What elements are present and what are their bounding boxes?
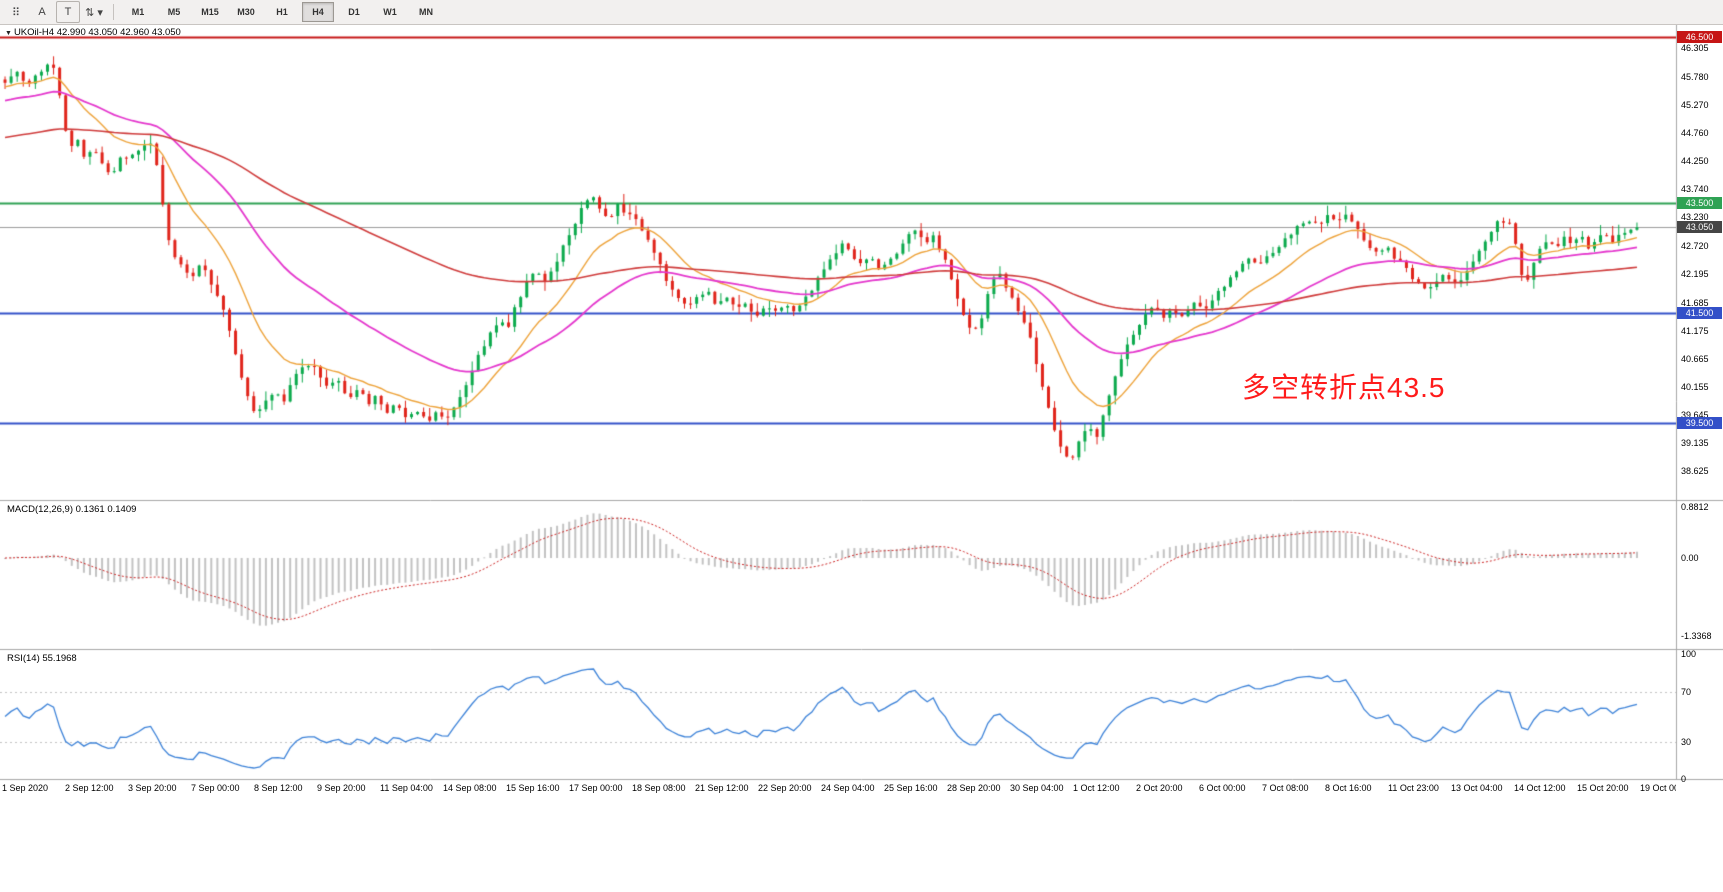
price-level-badge[interactable]: 39.500	[1677, 416, 1722, 429]
time-axis-label: 18 Sep 08:00	[632, 783, 686, 793]
price-axis-label: 44.250	[1681, 156, 1709, 167]
chart-annotation-text: 多空转折点43.5	[1242, 372, 1446, 403]
price-axis-label: 44.760	[1681, 128, 1709, 139]
rsi-axis-label: 30	[1681, 736, 1692, 747]
timeframe-button-M30[interactable]: M30	[237, 7, 255, 17]
time-axis-label: 2 Oct 20:00	[1136, 783, 1183, 793]
price-axis-label: 39.135	[1681, 438, 1709, 449]
price-axis-label: 41.175	[1681, 325, 1709, 336]
timeframe-button-M15[interactable]: M15	[201, 7, 219, 17]
price-axis-label: 40.155	[1681, 381, 1709, 392]
chart-toolbar: ⠿ A T ⇅ ▾ M1 M5 M15 M30 H1 H4 D1 W1 MN	[0, 0, 1723, 25]
collapse-ohlc-icon[interactable]: ▼	[5, 30, 12, 37]
time-axis-label: 9 Sep 20:00	[317, 783, 366, 793]
price-level-badge[interactable]: 41.500	[1677, 306, 1722, 319]
rsi-axis-label: 70	[1681, 686, 1692, 697]
arrow-tool-button[interactable]: A	[38, 6, 46, 18]
time-axis-label: 28 Sep 20:00	[947, 783, 1001, 793]
price-axis-label: 41.685	[1681, 297, 1709, 308]
time-axis: 1 Sep 2020 2 Sep 12:00 3 Sep 20:00 7 Sep 00…	[0, 779, 1676, 796]
text-tool-button[interactable]: T	[56, 1, 80, 23]
time-axis-label: 17 Sep 00:00	[569, 783, 623, 793]
time-axis-label: 15 Sep 16:00	[506, 783, 560, 793]
time-axis-label: 14 Oct 12:00	[1514, 783, 1566, 793]
macd-axis-label: 0.00	[1681, 553, 1699, 563]
time-axis-label: 6 Oct 00:00	[1199, 783, 1246, 793]
price-level-badge[interactable]: 46.500	[1677, 31, 1722, 44]
time-axis-label: 25 Sep 16:00	[884, 783, 938, 793]
rsi-axis-label: 100	[1681, 649, 1697, 659]
time-axis-label: 15 Oct 20:00	[1577, 783, 1629, 793]
price-axis-label: 38.625	[1681, 466, 1709, 477]
price-axis-label: 42.720	[1681, 240, 1709, 251]
rsi-indicator-label: RSI(14) 55.1968	[7, 653, 77, 664]
timeframe-button-M1[interactable]: M1	[131, 7, 145, 17]
macd-indicator-label: MACD(12,26,9) 0.1361 0.1409	[7, 504, 137, 515]
time-axis-label: 22 Sep 20:00	[758, 783, 812, 793]
timeframe-button-H1[interactable]: H1	[276, 7, 288, 17]
time-axis-label: 7 Oct 08:00	[1262, 783, 1309, 793]
timeframe-button-W1[interactable]: W1	[383, 7, 397, 17]
time-axis-label: 19 Oct 00:00	[1640, 783, 1676, 793]
time-axis-label: 21 Sep 12:00	[695, 783, 749, 793]
timeframe-button-MN[interactable]: MN	[419, 7, 433, 17]
symbol-ohlc-info[interactable]: ▼ UKOil-H4 42.990 43.050 42.960 43.050	[5, 27, 181, 38]
time-axis-label: 24 Sep 04:00	[821, 783, 875, 793]
macd-axis-label: 0.8812	[1681, 501, 1709, 512]
time-axis-label: 7 Sep 00:00	[191, 783, 240, 793]
time-axis-label: 3 Sep 20:00	[128, 783, 177, 793]
price-axis-label: 42.195	[1681, 269, 1709, 280]
price-axis-label: 43.740	[1681, 184, 1709, 195]
timeframe-button-H4[interactable]: H4	[302, 2, 334, 22]
time-axis-label: 8 Sep 12:00	[254, 783, 303, 793]
symbol-ohlc-text: UKOil-H4 42.990 43.050 42.960 43.050	[13, 27, 181, 38]
time-axis-label: 11 Sep 04:00	[380, 783, 433, 793]
time-axis-label: 1 Oct 12:00	[1073, 783, 1120, 793]
price-axis-label: 46.305	[1681, 43, 1709, 53]
macd-axis-label: -1.3368	[1681, 630, 1712, 641]
current-price-badge: 43.050	[1677, 221, 1722, 234]
price-axis-label: 45.270	[1681, 100, 1709, 111]
toolbar-separator	[113, 4, 114, 20]
time-axis-label: 30 Sep 04:00	[1010, 783, 1064, 793]
timeframe-button-D1[interactable]: D1	[348, 7, 360, 17]
timeframe-button-M5[interactable]: M5	[167, 7, 181, 17]
price-axis-label: 39.645	[1681, 409, 1709, 420]
time-axis-label: 8 Oct 16:00	[1325, 783, 1372, 793]
price-axis-label: 40.665	[1681, 353, 1709, 364]
toolbar-grip-icon[interactable]: ⠿	[11, 6, 21, 19]
time-axis-label: 1 Sep 2020	[2, 783, 49, 793]
cycle-symbols-button[interactable]: ⇅ ▾	[85, 6, 103, 19]
time-axis-label: 13 Oct 04:00	[1451, 783, 1503, 793]
time-axis-label: 2 Sep 12:00	[65, 783, 114, 793]
time-axis-label: 11 Oct 23:00	[1388, 783, 1439, 793]
price-level-badge[interactable]: 43.500	[1677, 196, 1722, 209]
price-axis-label: 43.230	[1681, 212, 1709, 223]
price-axis-label: 45.780	[1681, 71, 1709, 82]
rsi-axis-label: 0	[1681, 774, 1687, 784]
time-axis-label: 14 Sep 08:00	[443, 783, 497, 793]
